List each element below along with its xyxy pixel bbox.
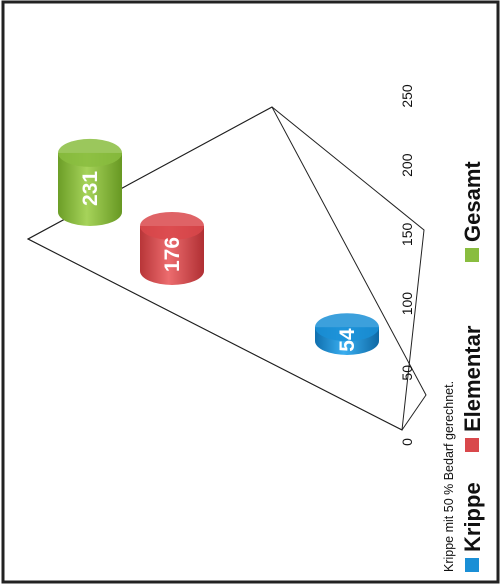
data-label: 231 [79, 171, 102, 206]
bar-gesamt: 231 [58, 138, 122, 226]
tick-label: 200 [399, 153, 415, 177]
bar-elementar: 176 [140, 211, 204, 285]
bar-top-cap [315, 313, 379, 342]
data-label: 176 [161, 237, 184, 272]
tick-label: 50 [399, 365, 415, 381]
bar-top-cap [140, 211, 204, 240]
bars: 231 176 54 [58, 138, 379, 355]
legend-swatch-gesamt [465, 248, 479, 262]
legend-label-krippe: Krippe [460, 482, 485, 552]
footnote: Krippe mit 50 % Bedarf gerechnet. [442, 381, 456, 572]
tick-label: 150 [399, 223, 415, 247]
floor [26, 106, 427, 431]
bar-top-cap [58, 138, 122, 167]
legend-label-gesamt: Gesamt [460, 161, 485, 242]
tick-label: 250 [399, 84, 415, 108]
chart-walls [26, 106, 427, 431]
tick-label: 100 [399, 292, 415, 316]
tick-label: 0 [399, 438, 415, 446]
legend-swatch-elementar [465, 438, 479, 452]
legend-swatch-krippe [465, 558, 479, 572]
legend-label-elementar: Elementar [460, 325, 485, 432]
bar-krippe: 54 [315, 313, 379, 355]
axis-ticks: 0 50 100 150 200 250 [399, 84, 415, 446]
legend: Krippe Elementar Gesamt [460, 161, 485, 572]
data-label: 54 [336, 328, 359, 352]
